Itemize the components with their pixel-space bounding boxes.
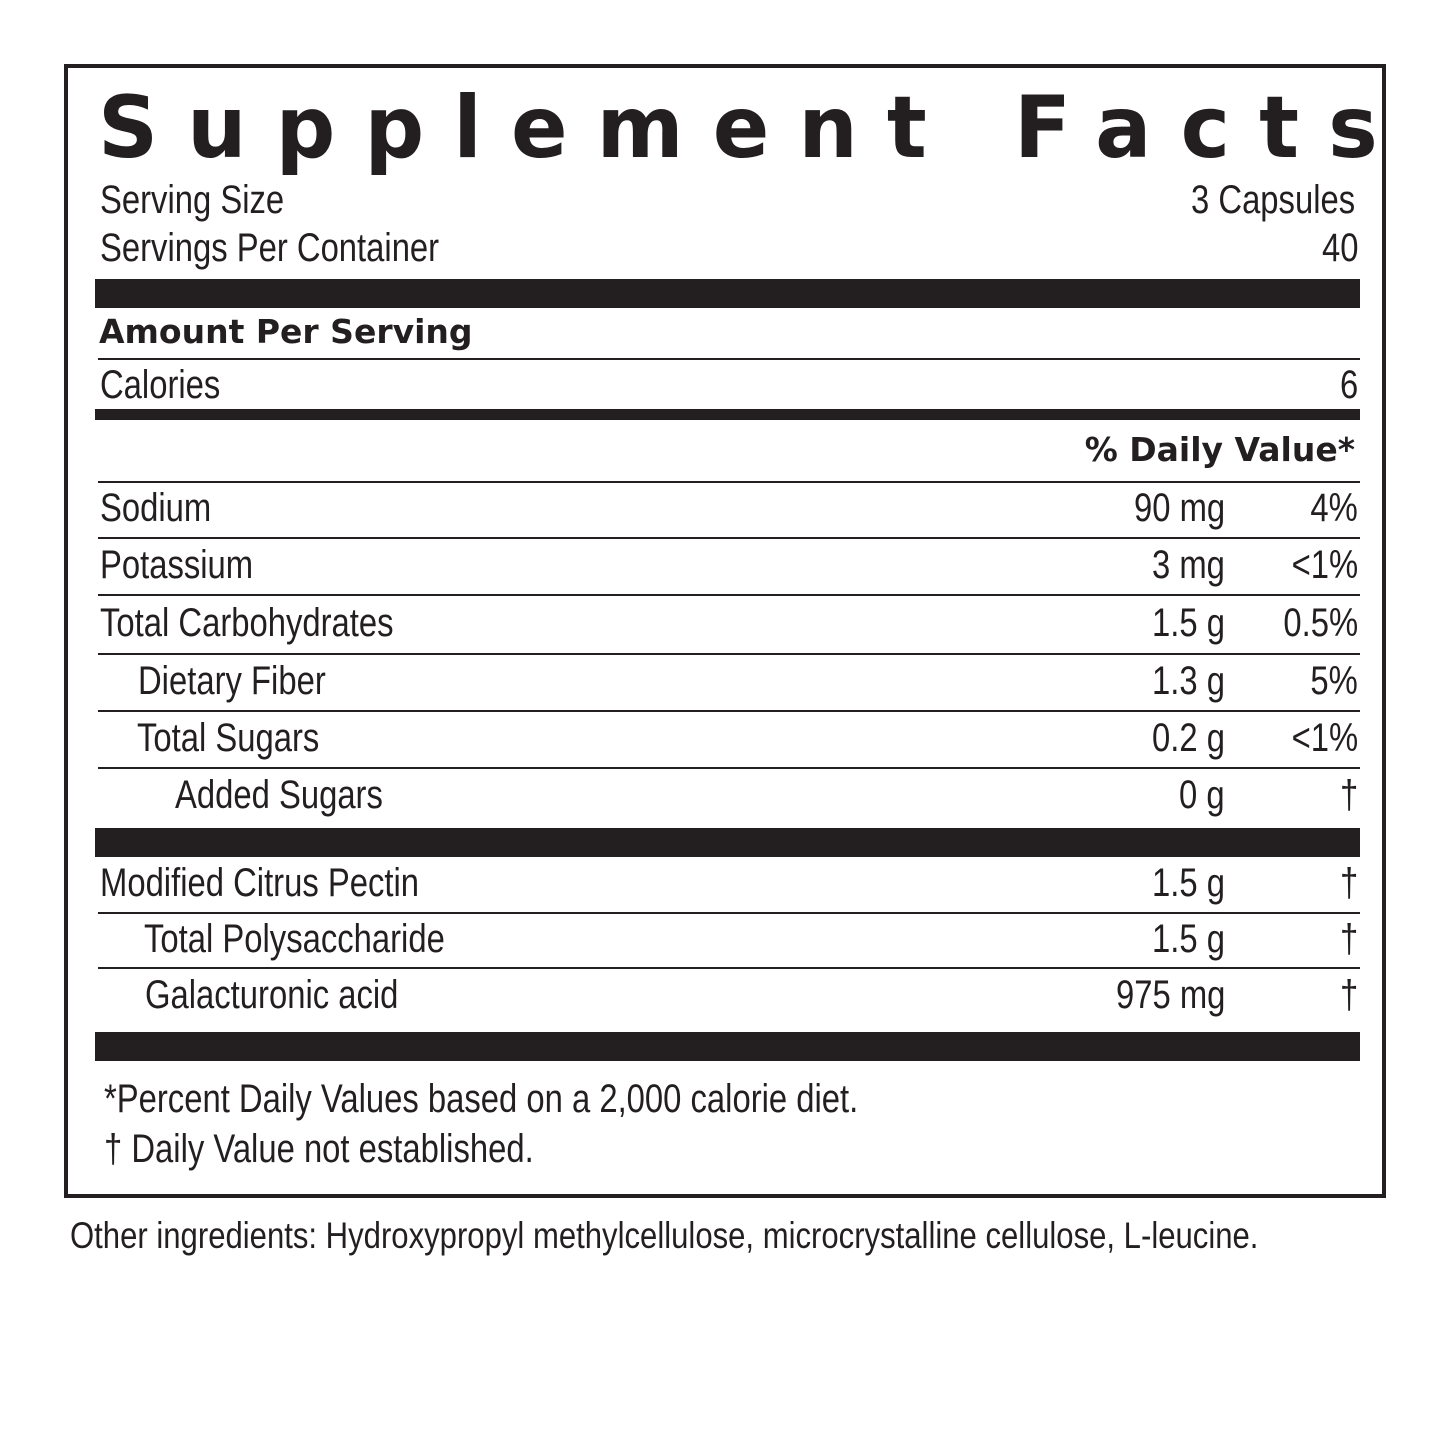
panel-title: Supplement Facts: [98, 78, 1407, 178]
servings-per-container-label: Servings Per Container: [100, 226, 440, 270]
nutrient-amount: 1.5 g: [1152, 917, 1225, 961]
nutrient-daily-value: <1%: [1291, 543, 1358, 587]
nutrient-name: Total Carbohydrates: [100, 601, 394, 645]
calories-label: Calories: [100, 363, 221, 407]
divider-line: [98, 537, 1360, 539]
divider-line: [98, 767, 1360, 769]
nutrient-amount: 1.5 g: [1152, 861, 1225, 905]
divider-line: [98, 653, 1360, 655]
nutrient-amount: 1.5 g: [1152, 601, 1225, 645]
divider-bar: [95, 1032, 1360, 1061]
nutrient-name: Modified Citrus Pectin: [100, 861, 420, 905]
footnote-not-established: † Daily Value not established.: [104, 1127, 534, 1171]
nutrient-daily-value: 0.5%: [1283, 601, 1358, 645]
divider-line: [98, 912, 1360, 914]
calories-value: 6: [1339, 363, 1358, 407]
nutrient-name: Added Sugars: [175, 773, 383, 817]
amount-per-serving-heading: Amount Per Serving: [99, 312, 473, 351]
divider-line: [98, 967, 1360, 969]
nutrient-daily-value: †: [1339, 917, 1358, 961]
nutrient-daily-value: 5%: [1310, 659, 1358, 703]
nutrient-name: Galacturonic acid: [145, 973, 399, 1017]
footnote-daily-values: *Percent Daily Values based on a 2,000 c…: [104, 1077, 859, 1121]
divider-line: [98, 358, 1360, 360]
other-ingredients: Other ingredients: Hydroxypropyl methylc…: [70, 1215, 1259, 1256]
divider-bar: [95, 279, 1360, 308]
daily-value-header: % Daily Value*: [1084, 430, 1355, 469]
nutrient-amount: 0.2 g: [1152, 716, 1225, 760]
nutrient-amount: 0 g: [1179, 773, 1225, 817]
servings-per-container-value: 40: [1321, 226, 1358, 270]
serving-size-label: Serving Size: [100, 178, 285, 222]
nutrient-name: Total Polysaccharide: [144, 917, 445, 961]
divider-line: [98, 594, 1360, 596]
nutrient-amount: 3 mg: [1152, 543, 1225, 587]
divider-line: [98, 481, 1360, 483]
nutrient-daily-value: †: [1339, 861, 1358, 905]
nutrient-daily-value: 4%: [1310, 486, 1358, 530]
nutrient-amount: 975 mg: [1115, 973, 1225, 1017]
nutrient-name: Dietary Fiber: [138, 659, 326, 703]
supplement-facts-panel: [64, 64, 1386, 1198]
divider-line: [98, 710, 1360, 712]
nutrient-name: Total Sugars: [137, 716, 320, 760]
nutrient-amount: 90 mg: [1133, 486, 1225, 530]
nutrient-daily-value: †: [1339, 973, 1358, 1017]
nutrient-daily-value: <1%: [1291, 716, 1358, 760]
nutrient-daily-value: †: [1339, 773, 1358, 817]
nutrient-amount: 1.3 g: [1152, 659, 1225, 703]
nutrient-name: Sodium: [100, 486, 212, 530]
divider-bar: [95, 409, 1360, 420]
serving-size-value: 3 Capsules: [1190, 178, 1355, 222]
nutrient-name: Potassium: [100, 543, 254, 587]
divider-bar: [95, 828, 1360, 857]
